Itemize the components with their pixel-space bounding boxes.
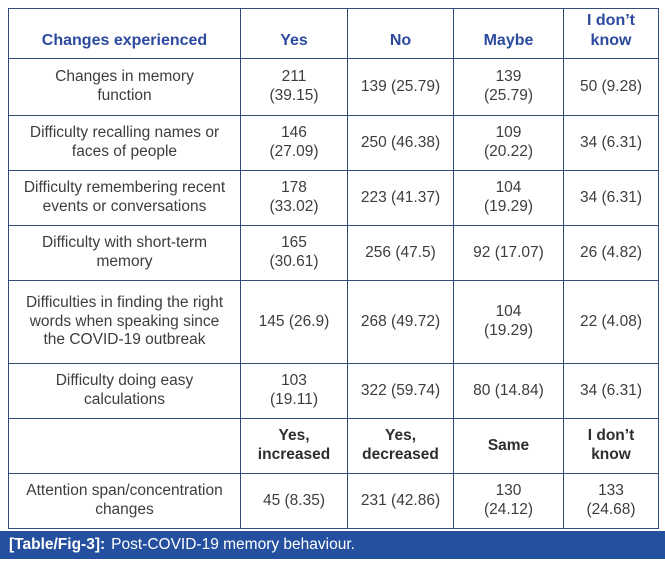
row-label: Difficulty recalling names or faces of p… xyxy=(8,115,241,172)
value-cell: 103 (19.11) xyxy=(240,363,348,420)
value-cell: 231 (42.86) xyxy=(347,473,454,530)
value-cell: 139 (25.79) xyxy=(347,58,454,117)
value-cell: 104 (19.29) xyxy=(453,280,564,365)
value-cell: 133 (24.68) xyxy=(563,473,659,530)
value-cell: 22 (4.08) xyxy=(563,280,659,365)
value-cell: 211 (39.15) xyxy=(240,58,348,117)
value-cell: 146 (27.09) xyxy=(240,115,348,172)
column-header-yes: Yes xyxy=(240,7,348,60)
value-cell: 45 (8.35) xyxy=(240,473,348,530)
value-cell: 139 (25.79) xyxy=(453,58,564,117)
value-cell: 92 (17.07) xyxy=(453,225,564,282)
table-row: Attention span/concentration changes 45 … xyxy=(8,473,659,530)
table-row: Difficulty recalling names or faces of p… xyxy=(8,115,659,172)
row-label: Difficulty doing easy calculations xyxy=(8,363,241,420)
value-cell: 165 (30.61) xyxy=(240,225,348,282)
subheader-same: Same xyxy=(453,418,564,475)
table-row: Difficulty with short-term memory 165 (3… xyxy=(8,225,659,282)
value-cell: 34 (6.31) xyxy=(563,170,659,227)
column-header-no: No xyxy=(347,7,454,60)
value-cell: 268 (49.72) xyxy=(347,280,454,365)
value-cell: 80 (14.84) xyxy=(453,363,564,420)
subheader-yes-decreased: Yes, decreased xyxy=(347,418,454,475)
row-label: Attention span/concentration changes xyxy=(8,473,241,530)
value-cell: 256 (47.5) xyxy=(347,225,454,282)
subheader-row: Yes, increased Yes, decreased Same I don… xyxy=(8,418,659,475)
value-cell: 26 (4.82) xyxy=(563,225,659,282)
table-row: Changes in memory function 211 (39.15) 1… xyxy=(8,58,659,117)
caption-text: Post-COVID-19 memory behaviour. xyxy=(111,536,355,553)
subheader-empty-cell xyxy=(8,418,241,475)
value-cell: 104 (19.29) xyxy=(453,170,564,227)
column-header-changes-experienced: Changes experienced xyxy=(8,7,241,60)
row-label: Difficulty with short-term memory xyxy=(8,225,241,282)
value-cell: 109 (20.22) xyxy=(453,115,564,172)
table-row: Difficulty doing easy calculations 103 (… xyxy=(8,363,659,420)
row-label: Changes in memory function xyxy=(8,58,241,117)
value-cell: 34 (6.31) xyxy=(563,363,659,420)
value-cell: 145 (26.9) xyxy=(240,280,348,365)
table-caption: [Table/Fig-3]: Post-COVID-19 memory beha… xyxy=(0,531,665,559)
header-row: Changes experienced Yes No Maybe I don’t… xyxy=(8,7,659,60)
row-label: Difficulties in finding the right words … xyxy=(8,280,241,365)
table-row: Difficulties in finding the right words … xyxy=(8,280,659,365)
value-cell: 250 (46.38) xyxy=(347,115,454,172)
results-table: Changes experienced Yes No Maybe I don’t… xyxy=(8,7,659,530)
value-cell: 178 (33.02) xyxy=(240,170,348,227)
value-cell: 223 (41.37) xyxy=(347,170,454,227)
subheader-yes-increased: Yes, increased xyxy=(240,418,348,475)
value-cell: 34 (6.31) xyxy=(563,115,659,172)
column-header-i-dont-know: I don’t know xyxy=(563,7,659,60)
table-row: Difficulty remembering recent events or … xyxy=(8,170,659,227)
value-cell: 130 (24.12) xyxy=(453,473,564,530)
value-cell: 50 (9.28) xyxy=(563,58,659,117)
subheader-i-dont-know: I don’t know xyxy=(563,418,659,475)
caption-tag: [Table/Fig-3]: xyxy=(9,536,106,553)
row-label: Difficulty remembering recent events or … xyxy=(8,170,241,227)
column-header-maybe: Maybe xyxy=(453,7,564,60)
value-cell: 322 (59.74) xyxy=(347,363,454,420)
